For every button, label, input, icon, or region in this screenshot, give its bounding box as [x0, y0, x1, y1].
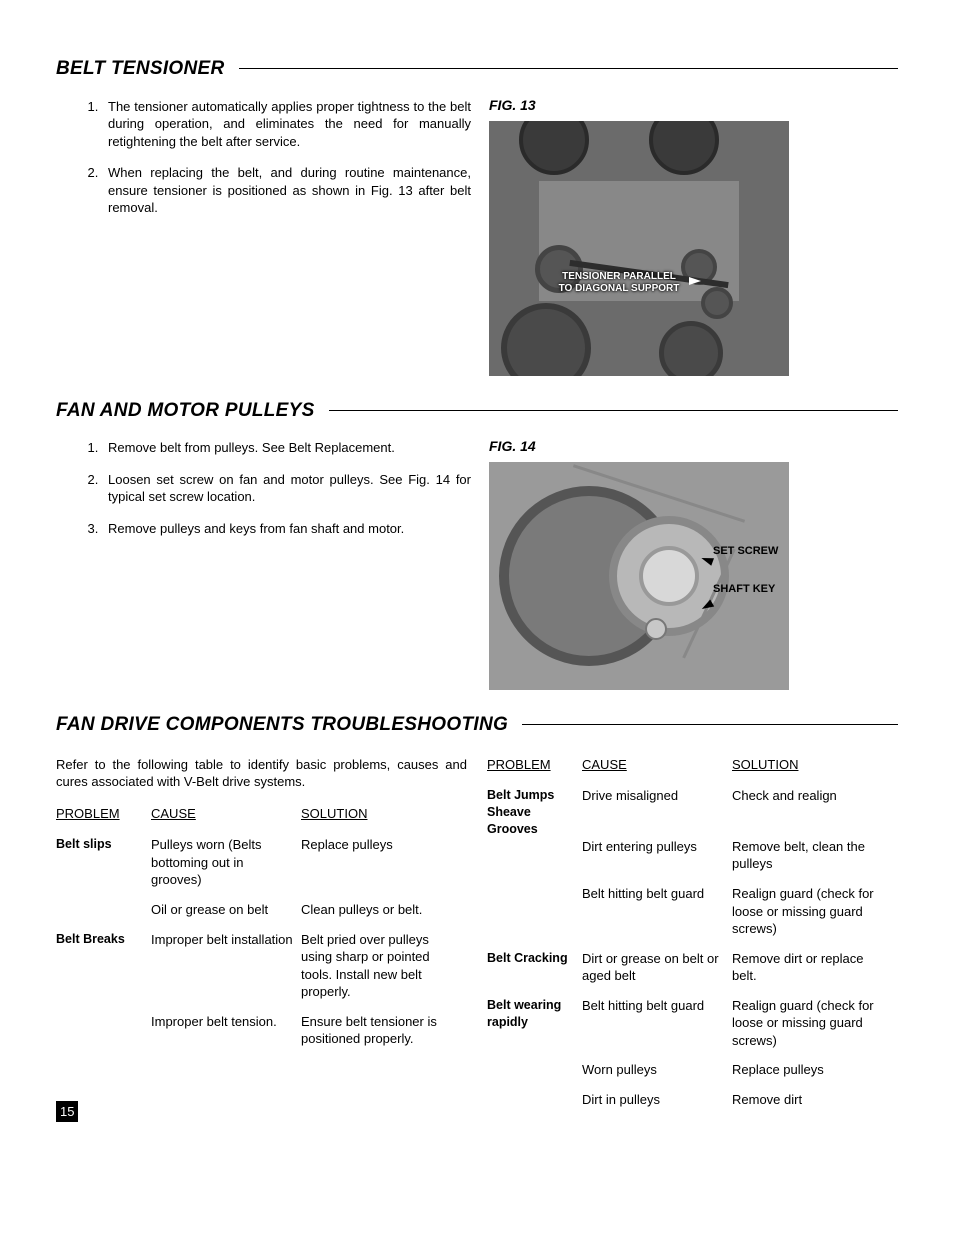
figure-14-callout-shaft-key: SHAFT KEY — [713, 582, 775, 597]
cell-problem — [487, 1091, 582, 1121]
pulleys-text-col: Remove belt from pulleys. See Belt Repla… — [56, 433, 471, 690]
cell-problem — [56, 1013, 151, 1060]
table-row: Belt Cracking Dirt or grease on belt or … — [487, 950, 898, 997]
table-row: Worn pulleys Replace pulleys — [487, 1061, 898, 1091]
cell-cause: Worn pulleys — [582, 1061, 732, 1091]
cell-solution: Replace pulleys — [301, 836, 467, 901]
cell-cause: Dirt entering pulleys — [582, 838, 732, 885]
pulleys-content: Remove belt from pulleys. See Belt Repla… — [56, 433, 898, 690]
cell-solution: Check and realign — [732, 787, 898, 838]
table-row: Belt Breaks Improper belt installation B… — [56, 931, 467, 1013]
table-row: Dirt in pulleys Remove dirt — [487, 1091, 898, 1121]
cell-solution: Belt pried over pulleys using sharp or p… — [301, 931, 467, 1013]
table-row: Belt wearing rapidly Belt hitting belt g… — [487, 997, 898, 1062]
col-head-problem: PROBLEM — [56, 805, 120, 823]
page-number: 15 — [56, 1101, 78, 1123]
cell-cause: Improper belt installation — [151, 931, 301, 1013]
cell-cause: Improper belt tension. — [151, 1013, 301, 1060]
belt-tensioner-list: The tensioner automatically applies prop… — [56, 98, 471, 217]
figure-label: FIG. 14 — [489, 437, 898, 456]
figure-14-image: SET SCREW SHAFT KEY — [489, 462, 789, 690]
cell-cause: Dirt in pulleys — [582, 1091, 732, 1121]
cell-solution: Replace pulleys — [732, 1061, 898, 1091]
callout-line: TENSIONER PARALLEL — [562, 271, 676, 282]
belt-tensioner-text-col: The tensioner automatically applies prop… — [56, 92, 471, 376]
cell-solution: Realign guard (check for loose or missin… — [732, 997, 898, 1062]
col-head-solution: SOLUTION — [301, 805, 367, 823]
troubleshoot-table-left: PROBLEM CAUSE SOLUTION Belt slips Pulley… — [56, 805, 467, 1060]
callout-line: TO DIAGONAL SUPPORT — [559, 283, 680, 294]
cell-solution: Clean pulleys or belt. — [301, 901, 467, 931]
troubleshoot-left: Refer to the following table to identify… — [56, 748, 467, 1121]
cell-cause: Belt hitting belt guard — [582, 885, 732, 950]
cell-solution: Remove dirt or replace belt. — [732, 950, 898, 997]
troubleshoot-intro: Refer to the following table to identify… — [56, 756, 467, 791]
list-item: When replacing the belt, and during rout… — [102, 164, 471, 217]
list-item: Remove pulleys and keys from fan shaft a… — [102, 520, 471, 538]
troubleshoot-table-right: PROBLEM CAUSE SOLUTION Belt Jumps Sheave… — [487, 756, 898, 1121]
col-head-problem: PROBLEM — [487, 756, 551, 774]
list-item: Loosen set screw on fan and motor pulley… — [102, 471, 471, 506]
section-title-belt-tensioner: BELT TENSIONER — [56, 56, 898, 82]
cell-solution: Remove belt, clean the pulleys — [732, 838, 898, 885]
list-item: The tensioner automatically applies prop… — [102, 98, 471, 151]
cell-cause: Drive misaligned — [582, 787, 732, 838]
table-row: Oil or grease on belt Clean pulleys or b… — [56, 901, 467, 931]
figure-13-image: TENSIONER PARALLEL TO DIAGONAL SUPPORT — [489, 121, 789, 376]
cell-problem: Belt slips — [56, 836, 151, 901]
page: BELT TENSIONER The tensioner automatical… — [0, 0, 954, 1150]
pulleys-figure-col: FIG. 14 SET SCREW SHAFT KEY — [489, 433, 898, 690]
cell-problem: Belt Breaks — [56, 931, 151, 1013]
figure-14-callout-set-screw: SET SCREW — [713, 544, 778, 559]
table-row: Belt slips Pulleys worn (Belts bottoming… — [56, 836, 467, 901]
cell-solution: Ensure belt tensioner is positioned prop… — [301, 1013, 467, 1060]
cell-cause: Oil or grease on belt — [151, 901, 301, 931]
cell-problem — [56, 901, 151, 931]
figure-label: FIG. 13 — [489, 96, 898, 115]
title-rule — [239, 68, 898, 69]
col-head-cause: CAUSE — [151, 805, 196, 823]
cell-cause: Dirt or grease on belt or aged belt — [582, 950, 732, 997]
belt-tensioner-content: The tensioner automatically applies prop… — [56, 92, 898, 376]
cell-problem — [487, 838, 582, 885]
cell-problem — [487, 885, 582, 950]
pulleys-list: Remove belt from pulleys. See Belt Repla… — [56, 439, 471, 537]
troubleshoot-right: PROBLEM CAUSE SOLUTION Belt Jumps Sheave… — [487, 748, 898, 1121]
table-row: Belt Jumps Sheave Grooves Drive misalign… — [487, 787, 898, 838]
section-title-pulleys: FAN AND MOTOR PULLEYS — [56, 398, 898, 424]
cell-problem: Belt Jumps Sheave Grooves — [487, 787, 582, 838]
figure-13-callout: TENSIONER PARALLEL TO DIAGONAL SUPPORT — [549, 271, 689, 296]
section-title-text: FAN DRIVE COMPONENTS TROUBLESHOOTING — [56, 712, 508, 738]
section-title-text: FAN AND MOTOR PULLEYS — [56, 398, 315, 424]
table-header-row: PROBLEM CAUSE SOLUTION — [487, 756, 898, 788]
col-head-cause: CAUSE — [582, 756, 627, 774]
troubleshoot-grid: Refer to the following table to identify… — [56, 748, 898, 1121]
section-title-troubleshoot: FAN DRIVE COMPONENTS TROUBLESHOOTING — [56, 712, 898, 738]
list-item: Remove belt from pulleys. See Belt Repla… — [102, 439, 471, 457]
cell-cause: Pulleys worn (Belts bottoming out in gro… — [151, 836, 301, 901]
title-rule — [329, 410, 898, 411]
cell-cause: Belt hitting belt guard — [582, 997, 732, 1062]
table-row: Belt hitting belt guard Realign guard (c… — [487, 885, 898, 950]
belt-tensioner-figure-col: FIG. 13 TENSIONER PARALLEL TO DIAGONAL S… — [489, 92, 898, 376]
table-row: Improper belt tension. Ensure belt tensi… — [56, 1013, 467, 1060]
table-header-row: PROBLEM CAUSE SOLUTION — [56, 805, 467, 837]
cell-problem — [487, 1061, 582, 1091]
cell-solution: Realign guard (check for loose or missin… — [732, 885, 898, 950]
table-row: Dirt entering pulleys Remove belt, clean… — [487, 838, 898, 885]
title-rule — [522, 724, 898, 725]
cell-solution: Remove dirt — [732, 1091, 898, 1121]
cell-problem: Belt wearing rapidly — [487, 997, 582, 1062]
col-head-solution: SOLUTION — [732, 756, 798, 774]
section-title-text: BELT TENSIONER — [56, 56, 225, 82]
cell-problem: Belt Cracking — [487, 950, 582, 997]
